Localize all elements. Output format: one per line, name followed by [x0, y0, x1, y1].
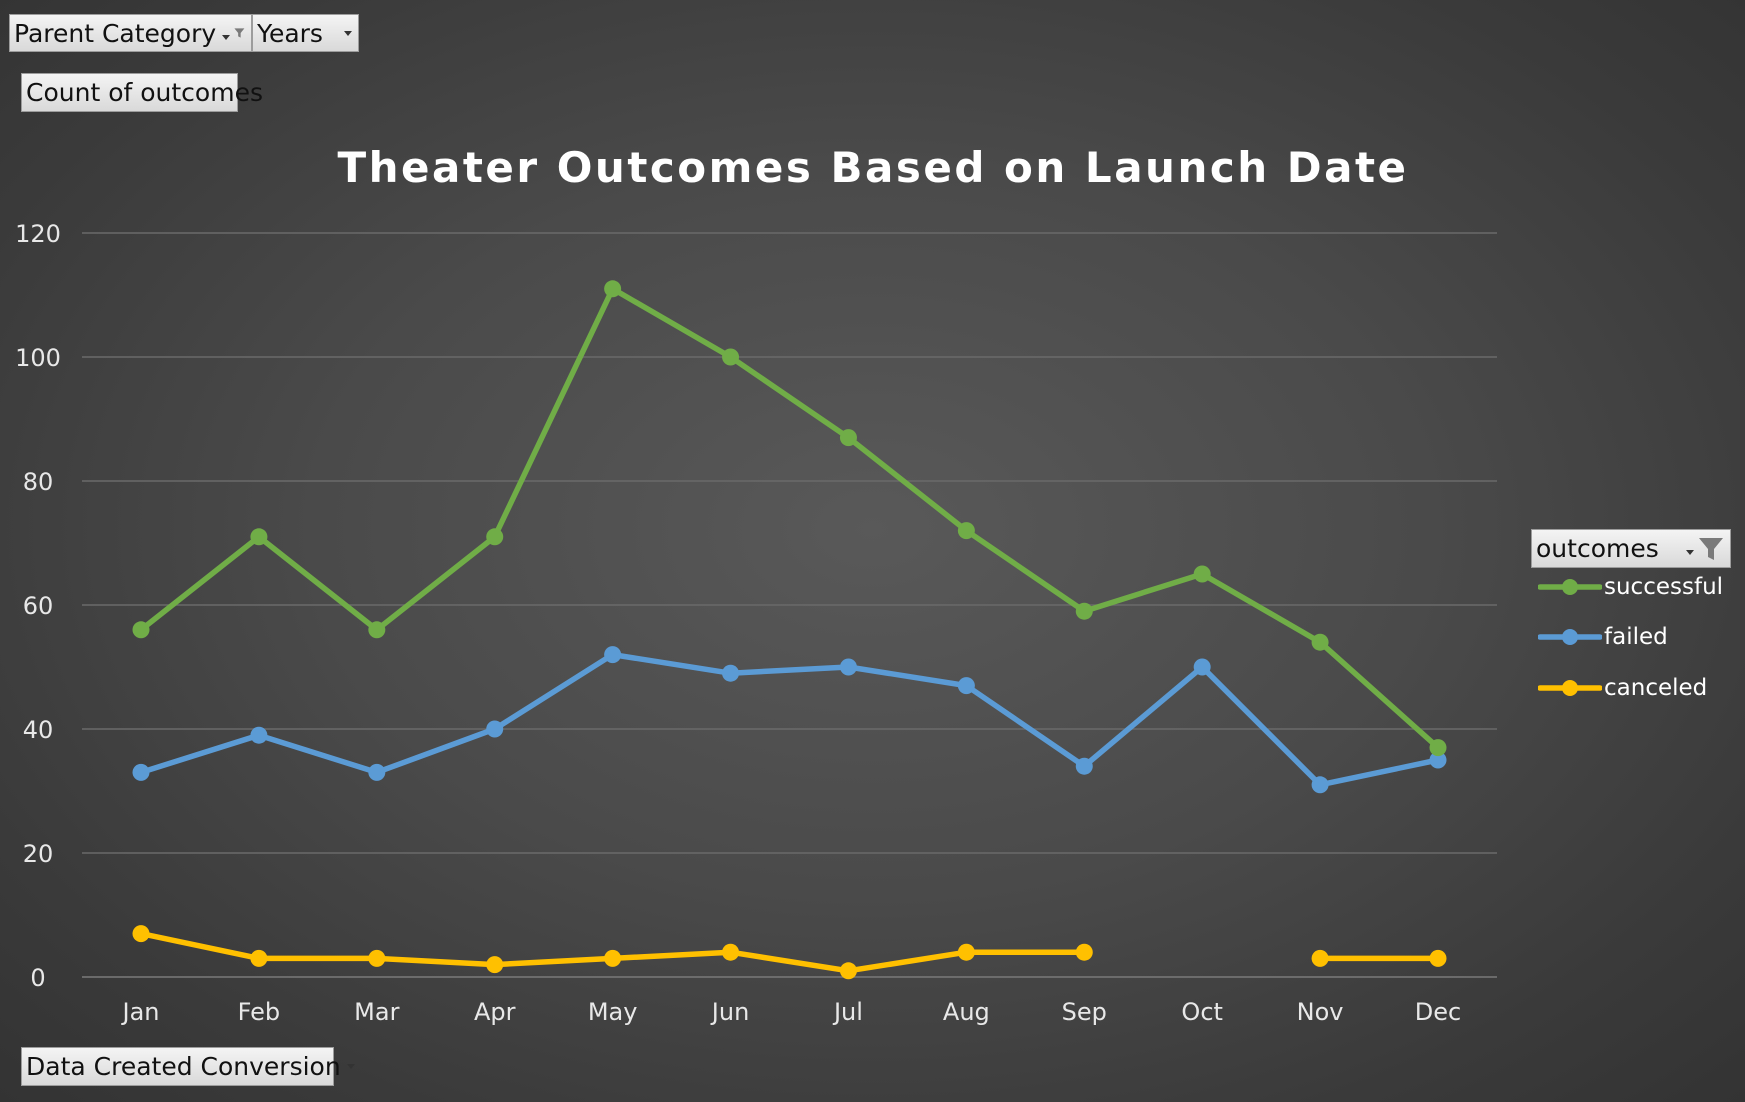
chevron-down-icon: [344, 30, 352, 36]
x-tick-label: Nov: [1297, 998, 1344, 1026]
legend-swatch: [1538, 680, 1602, 696]
x-tick-label: Jun: [710, 998, 750, 1026]
y-tick-label: 20: [23, 840, 54, 868]
data-point-failed[interactable]: [1075, 757, 1093, 775]
legend-label: failed: [1604, 624, 1668, 650]
data-point-successful[interactable]: [1193, 565, 1211, 583]
data-point-failed[interactable]: [132, 763, 150, 781]
data-point-canceled[interactable]: [604, 949, 622, 967]
data-point-successful[interactable]: [604, 280, 622, 298]
years-label: Years: [257, 18, 323, 48]
data-point-failed[interactable]: [1429, 751, 1447, 769]
outcomes-label: outcomes: [1536, 534, 1659, 563]
legend-item-canceled[interactable]: canceled: [1538, 675, 1707, 701]
filter-icon: [1699, 537, 1723, 560]
x-tick-label: Feb: [238, 998, 281, 1026]
data-point-failed[interactable]: [250, 726, 268, 744]
data-point-failed[interactable]: [368, 763, 386, 781]
y-tick-label: 40: [23, 716, 54, 744]
data-point-failed[interactable]: [1193, 658, 1211, 676]
outcomes-field-button[interactable]: outcomes: [1531, 529, 1731, 568]
data-point-successful[interactable]: [957, 522, 975, 540]
filter-icon: [234, 28, 245, 38]
x-tick-label: Jul: [832, 998, 863, 1026]
legend-swatch: [1538, 579, 1602, 595]
data-point-canceled[interactable]: [957, 943, 975, 961]
chevron-down-icon: [1686, 550, 1694, 555]
data-created-conversion-label: Data Created Conversion: [26, 1052, 341, 1081]
data-point-canceled[interactable]: [1429, 949, 1447, 967]
data-point-canceled[interactable]: [368, 949, 386, 967]
series-line-successful: [138, 286, 1441, 751]
data-point-successful[interactable]: [1075, 602, 1093, 620]
y-tick-label: 0: [30, 964, 45, 992]
data-point-failed[interactable]: [1311, 776, 1329, 794]
x-tick-label: Aug: [943, 998, 990, 1026]
legend-item-successful[interactable]: successful: [1538, 574, 1723, 600]
data-point-successful[interactable]: [368, 621, 386, 639]
data-point-successful[interactable]: [1311, 633, 1329, 651]
x-tick-label: Oct: [1181, 998, 1223, 1026]
data-point-successful[interactable]: [250, 528, 268, 546]
x-tick-label: Sep: [1062, 998, 1107, 1026]
data-point-failed[interactable]: [839, 658, 857, 676]
chevron-down-icon: [346, 1064, 355, 1069]
legend-swatch: [1538, 629, 1602, 645]
data-point-failed[interactable]: [957, 677, 975, 695]
series-line-failed: [138, 651, 1441, 788]
series-failed: [132, 646, 1447, 794]
x-tick-label: Apr: [474, 998, 516, 1026]
chevron-down-icon: [222, 34, 231, 40]
data-point-failed[interactable]: [722, 664, 740, 682]
y-tick-label: 80: [23, 468, 54, 496]
legend-label: canceled: [1604, 675, 1708, 701]
years-field-button[interactable]: Years: [252, 14, 359, 52]
series-successful: [132, 280, 1447, 757]
data-point-canceled[interactable]: [250, 949, 268, 967]
data-point-canceled[interactable]: [839, 962, 857, 980]
data-point-successful[interactable]: [722, 348, 740, 366]
y-tick-label: 100: [15, 344, 61, 372]
x-tick-label: Mar: [354, 998, 399, 1026]
x-tick-label: Dec: [1415, 998, 1461, 1026]
data-point-canceled[interactable]: [486, 956, 504, 974]
data-point-successful[interactable]: [132, 621, 150, 639]
y-tick-label: 120: [15, 220, 61, 248]
chart-title: Theater Outcomes Based on Launch Date: [337, 143, 1408, 192]
parent-category-field-button[interactable]: Parent Category: [9, 14, 252, 52]
count-of-outcomes-field-button[interactable]: Count of outcomes: [21, 73, 263, 112]
data-point-canceled[interactable]: [1311, 949, 1329, 967]
data-point-successful[interactable]: [1429, 739, 1447, 757]
x-tick-label: Jan: [121, 998, 160, 1026]
data-point-canceled[interactable]: [722, 943, 740, 961]
data-point-successful[interactable]: [486, 528, 504, 546]
data-point-canceled[interactable]: [1075, 943, 1093, 961]
parent-category-label: Parent Category: [14, 18, 217, 48]
legend-item-failed[interactable]: failed: [1538, 624, 1668, 650]
x-tick-label: May: [588, 998, 638, 1026]
data-point-canceled[interactable]: [132, 925, 150, 943]
data-point-failed[interactable]: [604, 646, 622, 664]
legend-label: successful: [1604, 574, 1724, 600]
data-point-successful[interactable]: [839, 429, 857, 447]
series-canceled: [132, 925, 1447, 980]
count-of-outcomes-label: Count of outcomes: [26, 78, 263, 107]
data-point-failed[interactable]: [486, 720, 504, 738]
y-tick-label: 60: [23, 592, 54, 620]
data-created-conversion-field-button[interactable]: Data Created Conversion: [21, 1047, 355, 1086]
